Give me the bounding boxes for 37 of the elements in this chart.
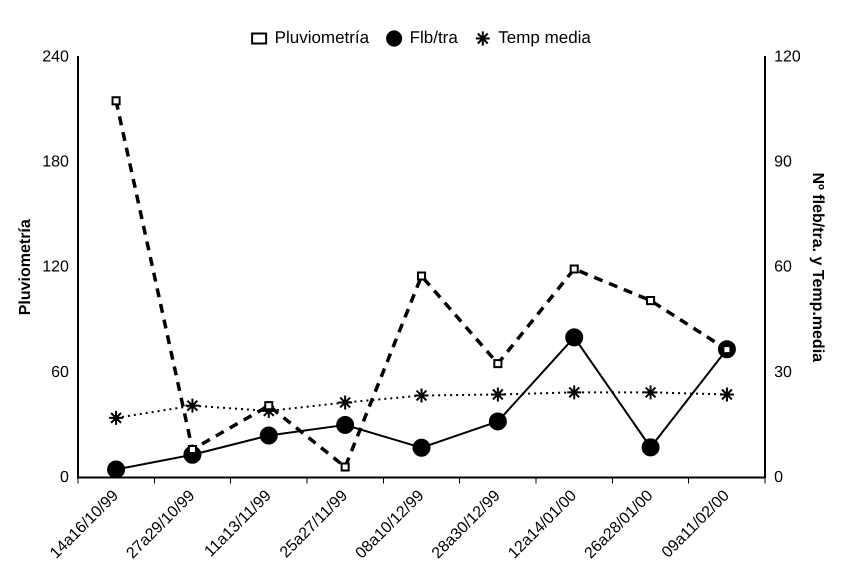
- point: [493, 359, 502, 368]
- point: [570, 264, 579, 274]
- point: [336, 416, 354, 434]
- legend-label: Pluviometría: [274, 28, 370, 48]
- point: [184, 398, 200, 414]
- point: [414, 388, 430, 404]
- point: [642, 438, 660, 456]
- point: [412, 438, 430, 457]
- point: [337, 394, 354, 411]
- y2-tick-label: 0: [774, 468, 784, 486]
- point: [112, 96, 121, 106]
- point: [107, 460, 126, 478]
- y2-axis-title: Nº fleb/tra. y Temp.media: [808, 172, 826, 362]
- y2-tick-label: 60: [774, 258, 792, 276]
- point: [718, 386, 735, 402]
- point: [565, 328, 584, 346]
- y2-tick-label: 120: [774, 48, 801, 66]
- y-tick-label: 0: [60, 468, 69, 486]
- y-tick-label: 180: [42, 154, 69, 171]
- point: [490, 386, 506, 402]
- y-tick-label: 60: [51, 364, 69, 381]
- point: [264, 401, 274, 410]
- point: [340, 462, 350, 472]
- point: [646, 296, 656, 306]
- point: [566, 384, 582, 400]
- y2-tick-label: 90: [774, 154, 792, 171]
- y2-tick-label: 30: [774, 364, 792, 381]
- point: [416, 271, 426, 281]
- point: [488, 412, 507, 430]
- point: [642, 384, 659, 400]
- y-tick-label: 240: [42, 48, 69, 66]
- point: [260, 426, 278, 444]
- y-tick-label: 120: [42, 258, 69, 276]
- y-axis-title: Pluviometría: [17, 219, 34, 316]
- legend-label: Temp media: [498, 28, 592, 48]
- legend-label: Flb/tra: [410, 28, 458, 48]
- point: [108, 410, 124, 426]
